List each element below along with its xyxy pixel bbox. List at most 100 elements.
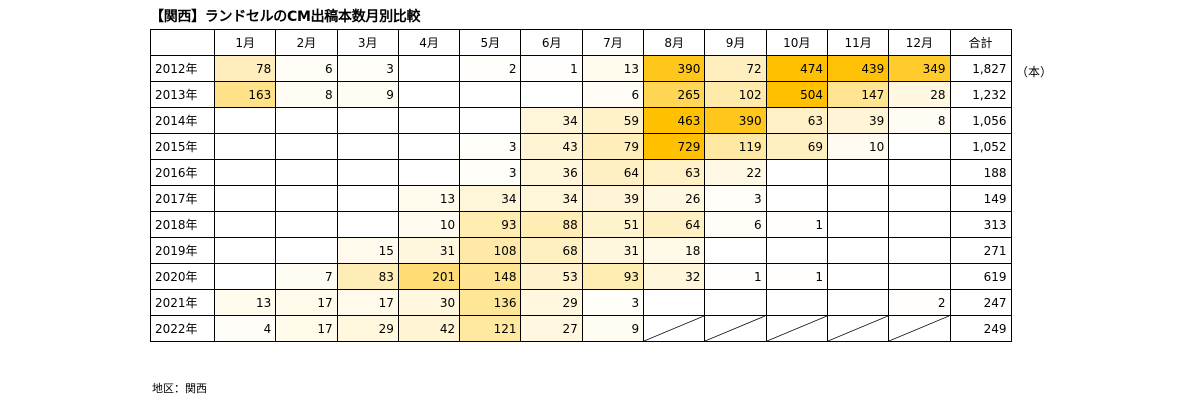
diagonal-slash-icon bbox=[767, 316, 827, 341]
table-body: 2012年 78 6 3 2 1 13 390 72 474 439 349 1,827 2013年 163… bbox=[150, 55, 1012, 342]
value-cell: 2 bbox=[459, 55, 522, 82]
value-cell: 63 bbox=[643, 159, 706, 186]
value-cell: 39 bbox=[581, 185, 645, 212]
diagonal-slash-icon bbox=[705, 316, 766, 341]
row-year-label: 2022年 bbox=[150, 315, 215, 342]
value-cell: 63 bbox=[765, 107, 828, 134]
empty-cell bbox=[888, 263, 951, 290]
empty-cell bbox=[275, 133, 338, 160]
empty-cell bbox=[213, 159, 277, 186]
table-row: 2013年 163 8 9 6 265 102 504 147 28 1,232 bbox=[150, 81, 1012, 108]
row-total-cell: 313 bbox=[949, 211, 1012, 238]
value-cell: 136 bbox=[459, 289, 522, 316]
value-cell: 8 bbox=[275, 81, 338, 108]
table-row: 2018年 10 93 88 51 64 6 1 313 bbox=[150, 211, 1012, 238]
value-cell: 1 bbox=[765, 263, 828, 290]
empty-cell bbox=[213, 237, 277, 264]
value-cell: 3 bbox=[459, 159, 522, 186]
value-cell: 27 bbox=[520, 315, 583, 342]
value-cell: 26 bbox=[643, 185, 706, 212]
empty-cell bbox=[213, 185, 277, 212]
empty-cell bbox=[213, 107, 277, 134]
value-cell: 59 bbox=[581, 107, 645, 134]
value-cell: 93 bbox=[459, 211, 522, 238]
value-cell: 13 bbox=[397, 185, 461, 212]
value-cell: 9 bbox=[336, 81, 399, 108]
empty-cell bbox=[275, 211, 338, 238]
value-cell: 3 bbox=[459, 133, 522, 160]
value-cell: 39 bbox=[826, 107, 890, 134]
value-cell: 439 bbox=[826, 55, 890, 82]
row-total-cell: 1,052 bbox=[949, 133, 1012, 160]
column-header-month: 1月 bbox=[213, 29, 277, 56]
not-applicable-cell bbox=[704, 315, 767, 342]
value-cell: 6 bbox=[275, 55, 338, 82]
empty-cell bbox=[336, 133, 399, 160]
value-cell: 22 bbox=[704, 159, 767, 186]
column-header-month: 9月 bbox=[704, 29, 767, 56]
value-cell: 3 bbox=[581, 289, 645, 316]
not-applicable-cell bbox=[765, 315, 828, 342]
table-row: 2014年 34 59 463 390 63 39 8 1,056 bbox=[150, 107, 1012, 134]
row-year-label: 2014年 bbox=[150, 107, 215, 134]
value-cell: 88 bbox=[520, 211, 583, 238]
table-row: 2017年 13 34 34 39 26 3 149 bbox=[150, 185, 1012, 212]
value-cell: 474 bbox=[765, 55, 828, 82]
empty-cell bbox=[888, 133, 951, 160]
empty-cell bbox=[336, 107, 399, 134]
row-total-cell: 619 bbox=[949, 263, 1012, 290]
empty-cell bbox=[213, 263, 277, 290]
value-cell: 15 bbox=[336, 237, 399, 264]
empty-cell bbox=[397, 55, 461, 82]
row-year-label: 2013年 bbox=[150, 81, 215, 108]
empty-cell bbox=[765, 289, 828, 316]
column-header-month: 10月 bbox=[765, 29, 828, 56]
empty-cell bbox=[888, 159, 951, 186]
value-cell: 108 bbox=[459, 237, 522, 264]
value-cell: 2 bbox=[888, 289, 951, 316]
data-table: 1月 2月 3月 4月 5月 6月 7月 8月 9月 10月 11月 12月 合計 2012年 78 6 3 2… bbox=[150, 29, 1012, 342]
value-cell: 13 bbox=[213, 289, 277, 316]
empty-cell bbox=[888, 185, 951, 212]
value-cell: 29 bbox=[520, 289, 583, 316]
value-cell: 53 bbox=[520, 263, 583, 290]
value-cell: 1 bbox=[520, 55, 583, 82]
column-header-month: 6月 bbox=[520, 29, 583, 56]
value-cell: 30 bbox=[397, 289, 461, 316]
column-header-month: 7月 bbox=[581, 29, 645, 56]
empty-cell bbox=[520, 81, 583, 108]
value-cell: 83 bbox=[336, 263, 399, 290]
column-header-month: 3月 bbox=[336, 29, 399, 56]
row-total-cell: 149 bbox=[949, 185, 1012, 212]
row-year-label: 2012年 bbox=[150, 55, 215, 82]
value-cell: 78 bbox=[213, 55, 277, 82]
diagonal-slash-icon bbox=[828, 316, 888, 341]
value-cell: 31 bbox=[397, 237, 461, 264]
value-cell: 148 bbox=[459, 263, 522, 290]
row-year-label: 2018年 bbox=[150, 211, 215, 238]
column-header-total: 合計 bbox=[949, 29, 1012, 56]
empty-cell bbox=[213, 133, 277, 160]
value-cell: 36 bbox=[520, 159, 583, 186]
value-cell: 3 bbox=[336, 55, 399, 82]
table-row: 2022年 4 17 29 42 121 27 9 249 bbox=[150, 315, 1012, 342]
value-cell: 69 bbox=[765, 133, 828, 160]
empty-cell bbox=[826, 211, 890, 238]
empty-cell bbox=[765, 185, 828, 212]
value-cell: 463 bbox=[643, 107, 706, 134]
value-cell: 1 bbox=[704, 263, 767, 290]
empty-cell bbox=[888, 211, 951, 238]
value-cell: 68 bbox=[520, 237, 583, 264]
value-cell: 9 bbox=[581, 315, 645, 342]
column-header-month: 12月 bbox=[888, 29, 951, 56]
table-row: 2020年 7 83 201 148 53 93 32 1 1 619 bbox=[150, 263, 1012, 290]
empty-cell bbox=[826, 159, 890, 186]
empty-cell bbox=[888, 237, 951, 264]
table-row: 2021年 13 17 17 30 136 29 3 2 247 bbox=[150, 289, 1012, 316]
value-cell: 6 bbox=[581, 81, 645, 108]
value-cell: 64 bbox=[581, 159, 645, 186]
value-cell: 504 bbox=[765, 81, 828, 108]
column-header-month: 11月 bbox=[826, 29, 890, 56]
value-cell: 18 bbox=[643, 237, 706, 264]
empty-cell bbox=[213, 211, 277, 238]
